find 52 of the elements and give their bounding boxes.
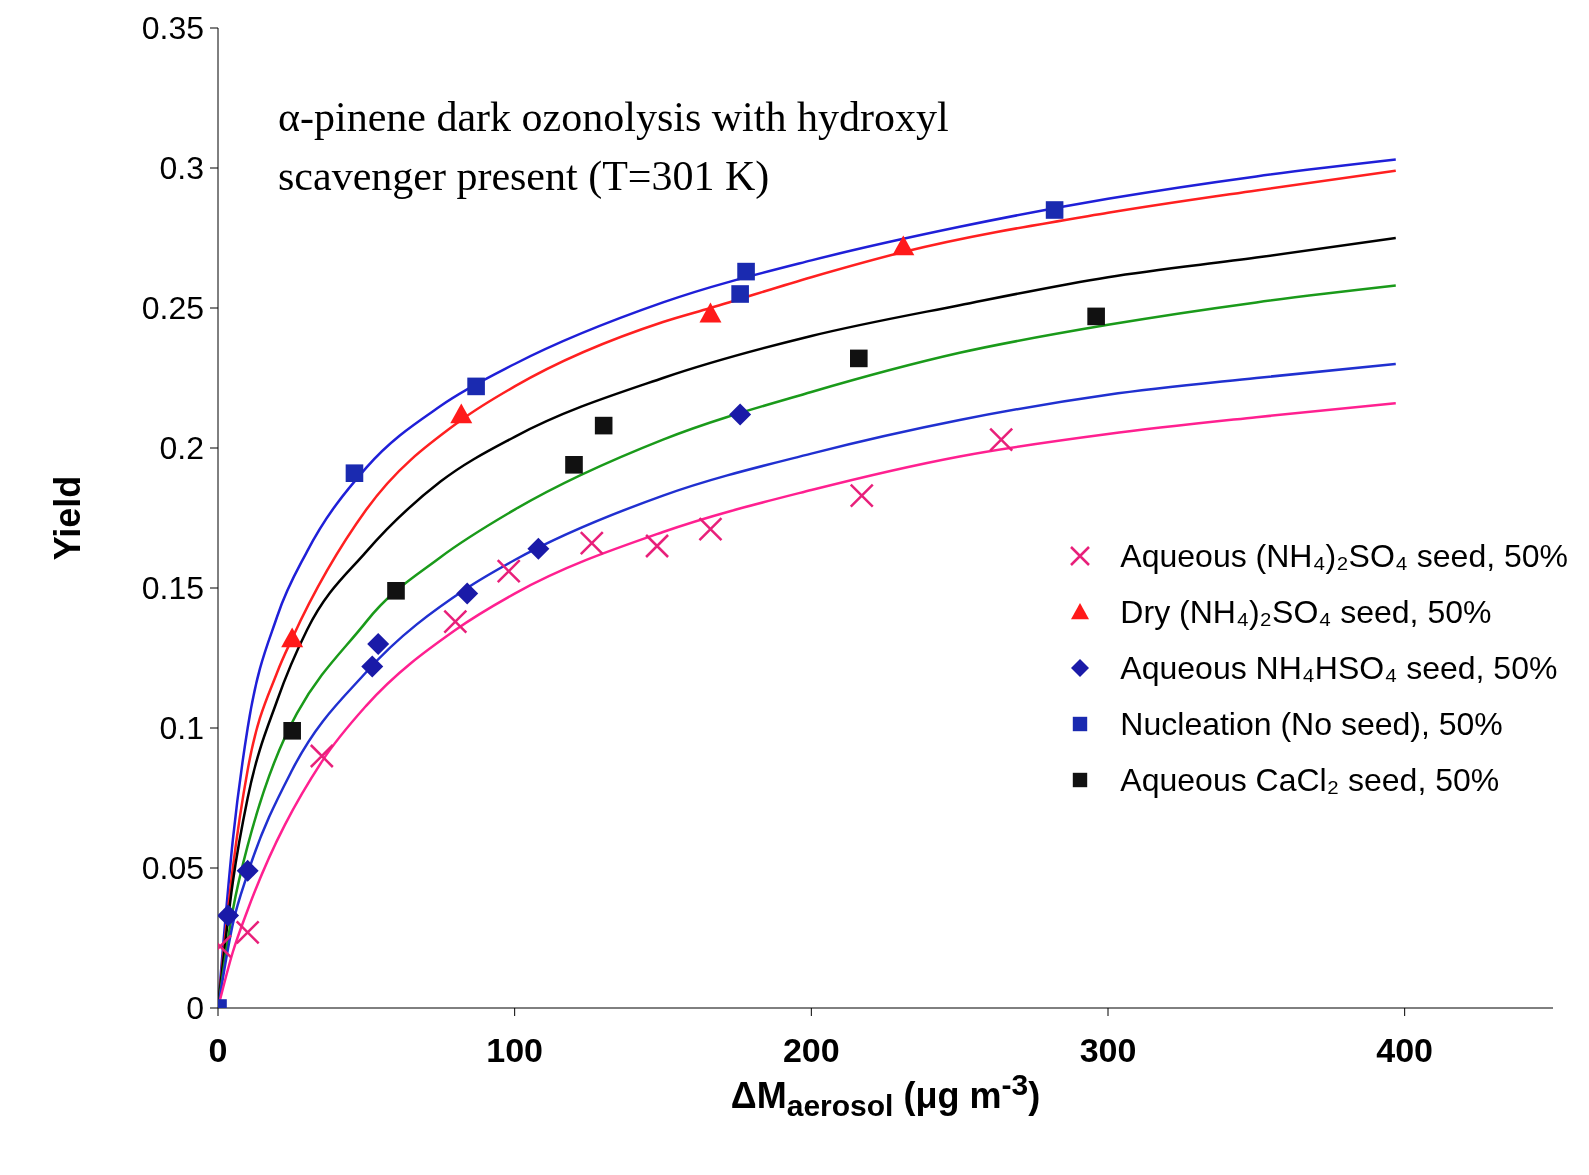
legend-label: Aqueous NH₄HSO₄ seed, 50% <box>1120 649 1558 687</box>
point <box>281 627 304 648</box>
point <box>565 456 583 474</box>
x-axis-title: ΔM$_{aerosol}$ (μg m$^{-3}$) <box>729 1068 1042 1124</box>
point <box>443 609 468 634</box>
y-tick-label: 0.05 <box>141 850 204 887</box>
point <box>737 262 755 281</box>
point <box>345 464 364 482</box>
legend-label: Dry (NH₄)₂SO₄ seed, 50% <box>1120 593 1492 631</box>
point <box>892 235 915 256</box>
x-tick-label: 300 <box>1079 1031 1137 1070</box>
y-tick-label: 0.35 <box>141 10 204 47</box>
point <box>729 403 752 426</box>
point <box>450 403 473 424</box>
y-axis-title: Yield <box>47 475 89 561</box>
point <box>235 920 260 945</box>
y-tick-label: 0.25 <box>141 290 204 327</box>
point <box>594 416 613 435</box>
point <box>387 582 405 600</box>
point <box>731 285 749 303</box>
x-tick-label: 200 <box>782 1031 840 1070</box>
x-tick-label: 400 <box>1376 1031 1434 1070</box>
point <box>496 558 521 584</box>
point <box>527 537 550 560</box>
y-tick-label: 0 <box>186 990 204 1027</box>
y-tick-label: 0.1 <box>159 710 204 747</box>
point <box>283 722 301 740</box>
point <box>218 904 240 927</box>
point <box>367 633 390 655</box>
point <box>849 483 875 508</box>
point <box>1045 201 1064 219</box>
legend-label: Aqueous CaCl₂ seed, 50% <box>1120 761 1500 799</box>
text: α-pinene dark ozonolysis with hydroxyl scavenger present (T=301 K) <box>278 93 950 201</box>
point <box>467 377 485 396</box>
point <box>1087 307 1105 326</box>
legend-label: Nucleation (No seed), 50% <box>1120 705 1503 743</box>
point <box>699 302 722 323</box>
y-tick-label: 0.2 <box>159 430 204 467</box>
x-tick-label: 100 <box>486 1031 544 1070</box>
point <box>456 582 479 605</box>
x-tick-label: 0 <box>208 1031 228 1070</box>
legend-label: Aqueous (NH₄)₂SO₄ seed, 50% <box>1120 537 1568 575</box>
point <box>644 533 670 559</box>
point <box>850 349 868 368</box>
point <box>698 516 723 542</box>
y-tick-label: 0.15 <box>141 570 204 607</box>
point <box>988 427 1014 452</box>
point <box>309 743 335 769</box>
point <box>579 530 605 556</box>
point <box>236 859 259 882</box>
point <box>361 655 384 678</box>
y-tick-label: 0.3 <box>159 150 204 187</box>
